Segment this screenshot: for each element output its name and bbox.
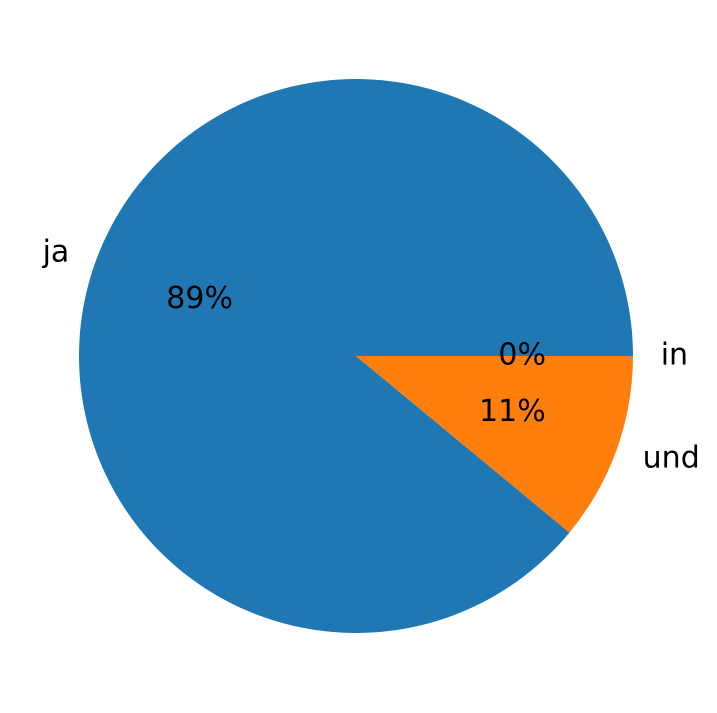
value-label: 11% [479,394,546,429]
slice-label: und [643,441,700,476]
pie-slice [356,356,633,533]
value-label: 0% [498,338,546,373]
slice-label: in [661,338,688,373]
slice-label: ja [42,234,70,269]
pie-slice [78,79,634,634]
value-label: 89% [166,281,233,316]
